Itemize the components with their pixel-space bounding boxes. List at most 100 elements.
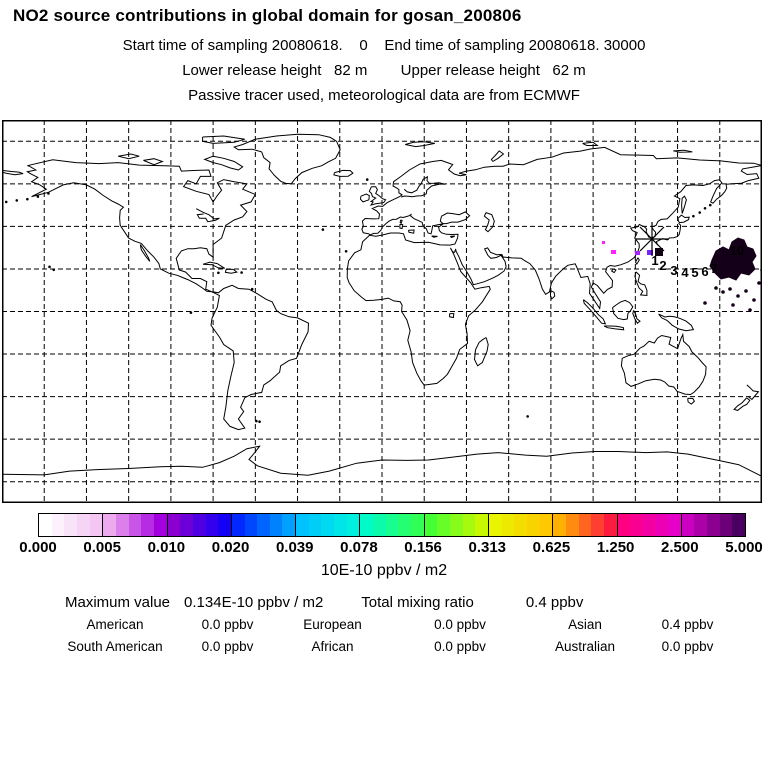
summary-stats-line: Maximum value 0.134E-10 ppbv / m2 Total mi… bbox=[65, 594, 583, 611]
island-dot bbox=[240, 271, 243, 274]
colorbar-cell bbox=[514, 514, 527, 536]
coastline bbox=[449, 235, 456, 239]
coastline bbox=[407, 229, 415, 234]
colorbar-cell bbox=[655, 514, 669, 536]
colorbar-cell bbox=[334, 514, 347, 536]
colorbar-tick-label: 5.000 bbox=[725, 539, 763, 556]
colorbar-cell bbox=[681, 514, 695, 536]
coastline bbox=[202, 261, 225, 269]
coastline bbox=[603, 325, 625, 331]
island-dot bbox=[255, 419, 258, 423]
colorbar-cell bbox=[668, 514, 682, 536]
colorbar-cell bbox=[205, 514, 219, 536]
island-dot bbox=[692, 214, 695, 218]
colorbar-tick-label: 2.500 bbox=[661, 539, 699, 556]
region-name: Asian bbox=[568, 617, 602, 632]
trajectory-day-label: 1 bbox=[651, 253, 658, 268]
region-name: European bbox=[303, 617, 362, 632]
page-title: NO2 source contributions in global domai… bbox=[13, 6, 522, 25]
coastline bbox=[582, 299, 607, 325]
sampling-time-line: Start time of sampling 20080618. 0 End t… bbox=[122, 37, 646, 54]
concentration-dot bbox=[714, 286, 718, 290]
coastline bbox=[368, 186, 387, 206]
release-height-line: Lower release height 82 m Upper release … bbox=[182, 62, 586, 79]
island-dot bbox=[698, 211, 702, 214]
colorbar-cell bbox=[231, 514, 245, 536]
colorbar-tick-label: 0.020 bbox=[211, 539, 250, 556]
release-site-asterisk-icon bbox=[639, 226, 665, 252]
coastline bbox=[195, 208, 220, 223]
map-frame bbox=[2, 120, 762, 503]
high-concentration-blob bbox=[709, 237, 757, 281]
concentration-cell bbox=[635, 251, 640, 255]
coastline bbox=[203, 155, 244, 171]
coastline bbox=[687, 397, 696, 405]
coastline bbox=[655, 222, 682, 246]
colorbar-cell bbox=[462, 514, 476, 536]
region-value: 0.0 ppbv bbox=[661, 639, 714, 654]
trajectory-day-label: 4 bbox=[681, 265, 689, 280]
island-dot bbox=[52, 268, 56, 272]
coastline bbox=[550, 290, 556, 300]
island-dot bbox=[48, 265, 51, 269]
colorbar-cell bbox=[501, 514, 515, 536]
coastline bbox=[405, 141, 435, 148]
coastline bbox=[399, 223, 404, 230]
coastline bbox=[139, 244, 151, 262]
colorbar-cell bbox=[719, 514, 733, 536]
colorbar-cell bbox=[732, 514, 746, 536]
concentration-dot bbox=[744, 289, 748, 293]
concentration-cell bbox=[655, 248, 663, 256]
trajectory-day-label: 5 bbox=[691, 265, 698, 280]
colorbar-cell bbox=[282, 514, 297, 536]
coastline bbox=[733, 397, 751, 411]
island-dot bbox=[217, 271, 220, 275]
concentration-dot bbox=[703, 301, 707, 305]
coastline bbox=[1, 169, 24, 176]
tracer-info-line: Passive tracer used, meteorological data… bbox=[188, 87, 580, 104]
region-value: 0.4 ppbv bbox=[661, 617, 714, 632]
colorbar-cell bbox=[385, 514, 399, 536]
island-dot bbox=[365, 178, 369, 181]
coastline bbox=[677, 214, 690, 224]
colorbar-cell bbox=[360, 514, 374, 536]
coastline bbox=[634, 271, 648, 297]
coastline bbox=[25, 159, 310, 431]
colorbar-cell bbox=[115, 514, 129, 536]
island-dot bbox=[36, 195, 40, 198]
colorbar-cell bbox=[398, 514, 412, 536]
island-dot bbox=[15, 199, 19, 202]
colorbar-cell bbox=[553, 514, 566, 536]
coastline bbox=[233, 133, 341, 185]
island-dot bbox=[703, 207, 707, 210]
region-name: Australian bbox=[554, 639, 616, 654]
colorbar-cell bbox=[141, 514, 154, 536]
coastline bbox=[359, 193, 370, 203]
colorbar-cell bbox=[539, 514, 554, 536]
colorbar-tick-label: 0.313 bbox=[468, 539, 507, 556]
island-dot bbox=[708, 203, 712, 207]
colorbar bbox=[38, 513, 746, 537]
coastline bbox=[582, 141, 599, 146]
colorbar-tick-label: 0.005 bbox=[83, 539, 121, 556]
island-dot bbox=[258, 420, 261, 424]
colorbar-cell bbox=[76, 514, 90, 536]
coastline bbox=[439, 211, 471, 225]
coastline bbox=[658, 313, 695, 332]
island-dot bbox=[344, 249, 348, 253]
island-dot bbox=[250, 287, 254, 291]
colorbar-cell bbox=[642, 514, 656, 536]
coastline bbox=[746, 384, 760, 401]
region-contributions-table: American 0.0 ppbv European 0.0 ppbv Asian 0.4… bbox=[45, 617, 730, 661]
coastline bbox=[346, 146, 763, 386]
island-dot bbox=[26, 197, 29, 201]
colorbar-cell bbox=[192, 514, 206, 536]
colorbar-cell bbox=[269, 514, 283, 536]
colorbar-cell bbox=[128, 514, 142, 536]
colorbar-cell bbox=[565, 514, 579, 536]
region-value: 0.0 ppbv bbox=[201, 639, 254, 654]
coastline bbox=[634, 257, 640, 266]
colorbar-cell bbox=[167, 514, 181, 536]
colorbar-tick-label: 0.039 bbox=[275, 539, 314, 556]
coastline bbox=[490, 150, 505, 162]
